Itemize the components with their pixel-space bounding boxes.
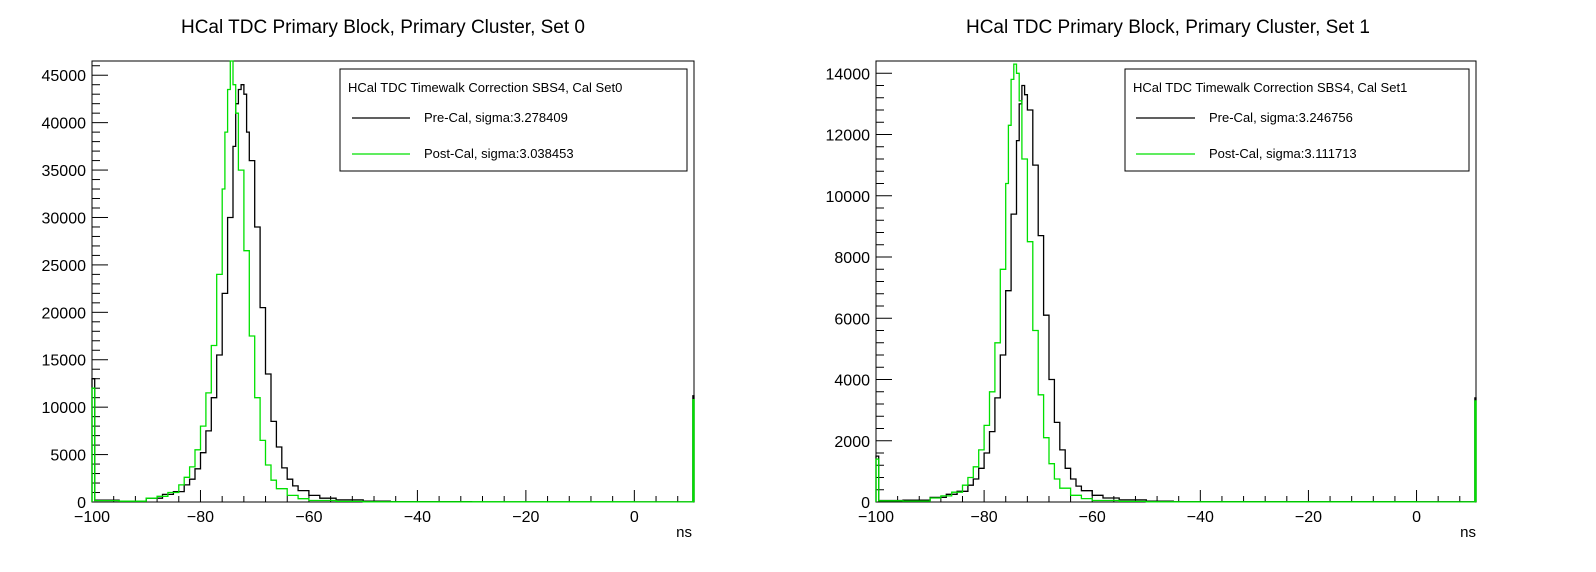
x-axis: −100 −80 −60 −40 −20 0 — [74, 490, 679, 526]
y-tick-label: 4000 — [834, 373, 870, 390]
legend-entry-post-cal: Post-Cal, sigma:3.038453 — [424, 146, 574, 161]
x-tick-label: −80 — [971, 509, 998, 526]
x-tick-label: −60 — [1079, 509, 1106, 526]
x-tick-label: −100 — [858, 509, 894, 526]
legend-entry-pre-cal: Pre-Cal, sigma:3.278409 — [424, 110, 568, 125]
legend: HCal TDC Timewalk Correction SBS4, Cal S… — [339, 68, 688, 172]
series-group — [91, 60, 695, 503]
y-tick-label: 0 — [77, 495, 86, 512]
chart-title: HCal TDC Primary Block, Primary Cluster,… — [181, 17, 585, 38]
legend-entry-post-cal: Post-Cal, sigma:3.111713 — [1209, 146, 1357, 161]
y-tick-label: 5000 — [50, 448, 86, 465]
x-axis-label: ns — [1460, 524, 1476, 541]
y-tick-label: 40000 — [42, 116, 87, 133]
x-tick-label: −100 — [74, 509, 110, 526]
x-tick-label: −20 — [1295, 509, 1322, 526]
series-post-cal — [875, 63, 1477, 503]
series-pre-cal — [91, 84, 695, 503]
series-group — [875, 63, 1477, 503]
series-pre-cal — [875, 84, 1477, 503]
y-tick-label: 14000 — [826, 66, 871, 83]
legend-title: HCal TDC Timewalk Correction SBS4, Cal S… — [1133, 80, 1407, 95]
legend-title: HCal TDC Timewalk Correction SBS4, Cal S… — [348, 80, 622, 95]
chart-set-1: HCal TDC Primary Block, Primary Cluster,… — [798, 0, 1596, 572]
histogram-set-1: HCal TDC Primary Block, Primary Cluster,… — [826, 17, 1477, 541]
x-tick-label: −60 — [295, 509, 322, 526]
legend: HCal TDC Timewalk Correction SBS4, Cal S… — [1124, 68, 1470, 172]
histogram-set-0: HCal TDC Primary Block, Primary Cluster,… — [42, 17, 695, 541]
y-tick-label: 45000 — [42, 68, 87, 85]
legend-entry-pre-cal: Pre-Cal, sigma:3.246756 — [1209, 110, 1353, 125]
x-tick-label: −40 — [404, 509, 431, 526]
y-tick-label: 15000 — [42, 353, 87, 370]
y-tick-label: 2000 — [834, 434, 870, 451]
y-tick-label: 20000 — [42, 305, 87, 322]
x-tick-label: −20 — [512, 509, 539, 526]
y-tick-label: 10000 — [826, 189, 871, 206]
y-tick-label: 30000 — [42, 210, 87, 227]
y-tick-label: 6000 — [834, 311, 870, 328]
y-axis: 0 2000 4000 6000 8000 10000 12000 14000 — [826, 60, 892, 512]
x-tick-label: −80 — [187, 509, 214, 526]
y-tick-label: 10000 — [42, 400, 87, 417]
chart-set-0: HCal TDC Primary Block, Primary Cluster,… — [42, 17, 695, 541]
x-axis-label: ns — [676, 524, 692, 541]
chart-title: HCal TDC Primary Block, Primary Cluster,… — [966, 17, 1370, 38]
y-tick-label: 25000 — [42, 258, 87, 275]
y-tick-label: 35000 — [42, 163, 87, 180]
y-tick-label: 8000 — [834, 250, 870, 267]
x-tick-label: −40 — [1187, 509, 1214, 526]
y-tick-label: 0 — [861, 495, 870, 512]
series-post-cal — [91, 60, 695, 503]
y-tick-label: 12000 — [826, 128, 871, 145]
y-axis: 0 5000 10000 15000 20000 25000 30000 35000 40000… — [42, 65, 108, 512]
x-tick-label: 0 — [630, 509, 639, 526]
x-tick-label: 0 — [1412, 509, 1421, 526]
